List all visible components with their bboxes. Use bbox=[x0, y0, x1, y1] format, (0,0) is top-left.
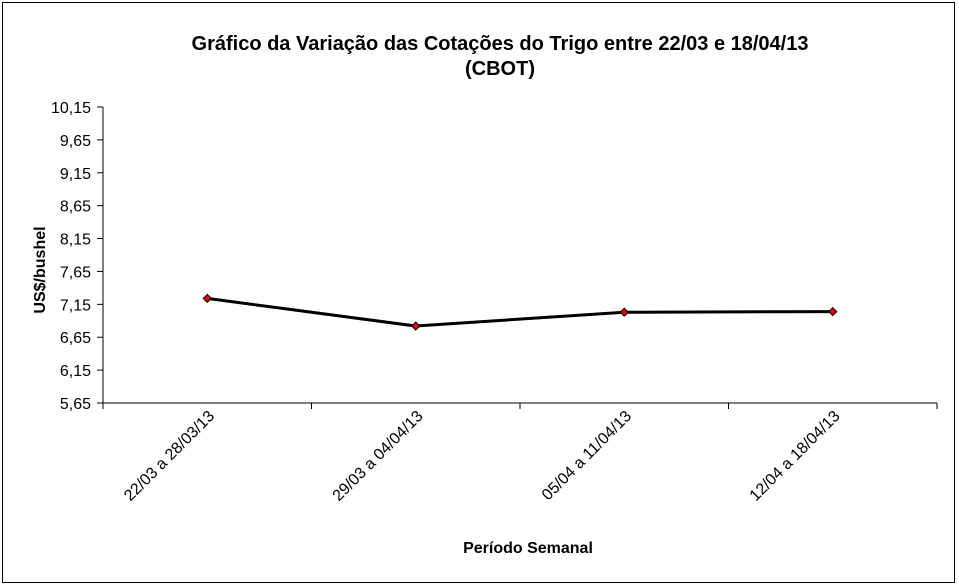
y-tick-label: 8,65 bbox=[60, 199, 91, 216]
y-tick-label: 10,15 bbox=[51, 100, 91, 117]
y-tick-label: 9,15 bbox=[60, 166, 91, 183]
y-tick-label: 5,65 bbox=[60, 396, 91, 413]
y-tick-label: 6,65 bbox=[60, 330, 91, 347]
x-tick-label: 29/03 a 04/04/13 bbox=[330, 408, 427, 505]
data-point bbox=[202, 293, 212, 304]
x-tick-label: 05/04 a 11/04/13 bbox=[539, 408, 635, 504]
data-point bbox=[619, 307, 629, 317]
y-tick-label: 7,15 bbox=[60, 297, 91, 314]
data-point bbox=[411, 321, 421, 331]
series-group bbox=[202, 293, 838, 331]
x-axis-title: Período Semanal bbox=[463, 540, 593, 557]
y-axis: 10,15 9,65 9,15 8,65 8,15 7,65 7,15 6,65 6,15 5,6… bbox=[51, 100, 104, 413]
y-tick-label: 6,15 bbox=[60, 363, 91, 380]
x-axis: 22/03 a 28/03/13 29/03 a 04/04/13 05/04 a … bbox=[102, 402, 938, 505]
x-tick-label: 22/03 a 28/03/13 bbox=[121, 408, 218, 505]
series-line bbox=[207, 296, 833, 328]
chart-title: Gráfico da Variação das Cotações do Trig… bbox=[192, 33, 809, 55]
data-point bbox=[828, 306, 838, 317]
y-axis-title: US$/bushel bbox=[32, 226, 49, 313]
x-tick-label: 12/04 a 18/04/13 bbox=[747, 408, 844, 505]
y-tick-label: 7,65 bbox=[60, 264, 91, 281]
y-tick-label: 9,65 bbox=[60, 133, 91, 150]
chart-subtitle: (CBOT) bbox=[465, 58, 535, 80]
y-tick-label: 8,15 bbox=[60, 232, 91, 249]
